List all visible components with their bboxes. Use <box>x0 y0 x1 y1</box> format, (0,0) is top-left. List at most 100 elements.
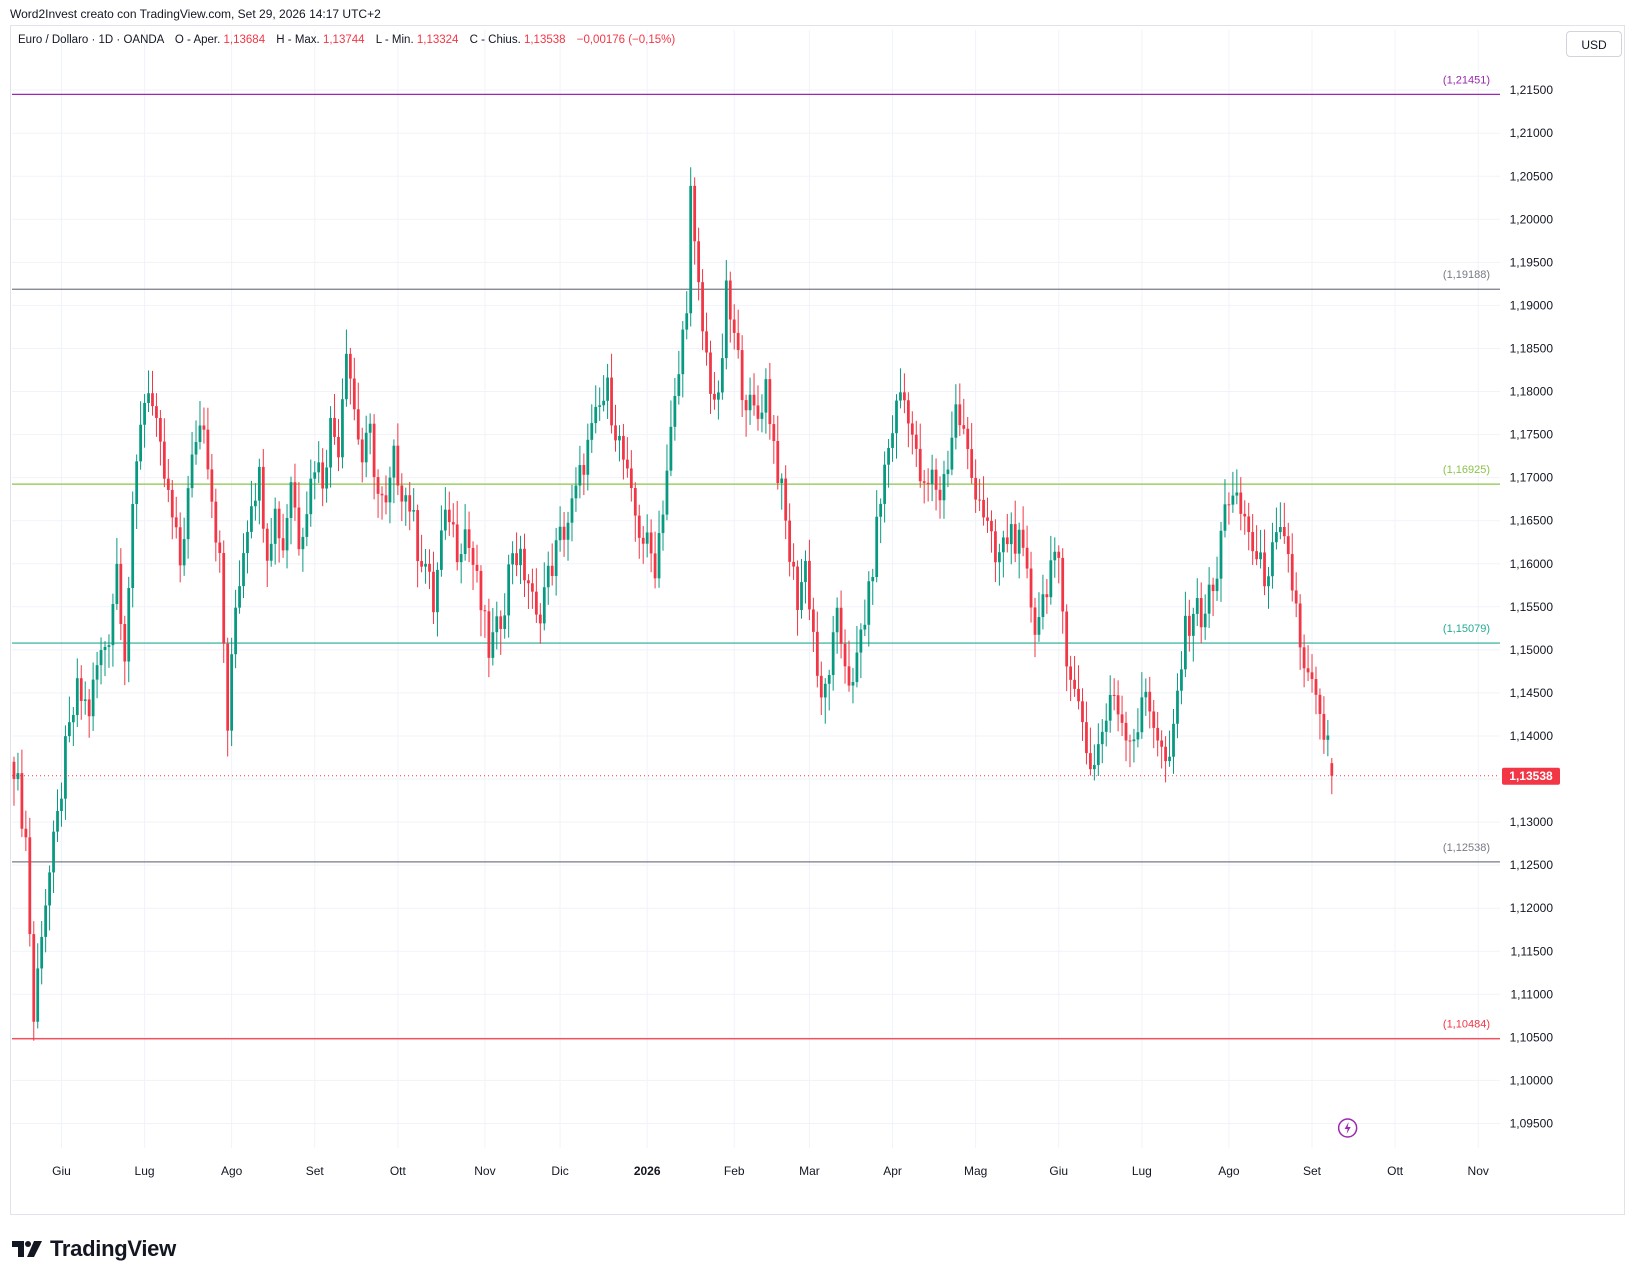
candle-body <box>978 499 981 501</box>
candle-body <box>534 591 538 615</box>
candle-body <box>408 495 412 512</box>
candle-body <box>269 543 273 561</box>
candle-body <box>60 798 63 812</box>
candle-body <box>1298 603 1302 648</box>
candle-body <box>1302 647 1306 669</box>
candle-body <box>657 533 661 579</box>
candle-body <box>847 666 851 686</box>
candle-body <box>709 352 712 394</box>
candle-body <box>285 518 289 551</box>
candle-body <box>772 424 776 442</box>
brand-name: TradingView <box>50 1236 176 1261</box>
lightning-circle-icon[interactable] <box>1337 1118 1358 1138</box>
candle-body <box>416 510 420 562</box>
candle-body <box>744 400 748 411</box>
grid-lines <box>12 30 1500 1148</box>
candle-body <box>538 614 542 624</box>
candle-body <box>447 509 451 523</box>
candle-body <box>238 586 241 608</box>
candle-body <box>178 527 182 566</box>
symbol-legend: Euro / Dollaro · 1D · OANDA O - Aper. 1,… <box>18 34 675 46</box>
candle-body <box>1025 547 1029 569</box>
time-tick-label: Lug <box>135 1164 155 1178</box>
candle-body <box>677 374 681 396</box>
candle-body <box>151 393 154 407</box>
candle-body <box>325 467 329 489</box>
candle-body <box>554 540 558 577</box>
time-tick-label: Giu <box>52 1164 71 1178</box>
candle-body <box>1057 551 1061 558</box>
candle-body <box>527 580 530 584</box>
candle-body <box>182 539 186 566</box>
candle-body <box>1096 744 1100 766</box>
candle-body <box>728 280 732 320</box>
candle-body <box>637 515 641 538</box>
candle-body <box>174 517 178 528</box>
candle-body <box>1187 615 1191 636</box>
candle-body <box>519 548 522 566</box>
candle-body <box>756 405 760 419</box>
candle-body <box>412 510 416 512</box>
candle-body <box>811 609 815 632</box>
candle-body <box>218 542 222 554</box>
open-label: O - Aper. <box>174 34 221 46</box>
candle-body <box>930 469 934 485</box>
candle-body <box>131 503 135 589</box>
candle-body <box>918 448 922 482</box>
candle-body <box>1073 679 1076 689</box>
candle-body <box>368 423 372 433</box>
candle-body <box>250 506 253 532</box>
candle-body <box>230 654 234 731</box>
candle-body <box>851 682 855 686</box>
candle-body <box>388 477 392 503</box>
candle-body <box>345 353 348 400</box>
candle-body <box>649 532 653 554</box>
candle-body <box>542 587 546 624</box>
candle-body <box>436 569 439 613</box>
candle-body <box>1160 740 1164 747</box>
candle-body <box>420 561 423 567</box>
horizontal-level-label: (1,12538) <box>1443 842 1490 854</box>
candle-body <box>1104 720 1108 732</box>
price-tick-label: 1,14500 <box>1510 686 1554 700</box>
candle-body <box>1148 691 1152 712</box>
candle-body <box>934 469 938 490</box>
candle-body <box>511 553 515 565</box>
candle-body <box>827 675 831 684</box>
candle-body <box>1306 668 1310 673</box>
time-tick-label: Set <box>1303 1164 1322 1178</box>
currency-button[interactable]: USD <box>1566 31 1622 57</box>
time-tick-label: Ott <box>390 1164 407 1178</box>
candle-body <box>1282 527 1286 537</box>
candle-body <box>451 522 455 525</box>
candle-body <box>780 478 784 484</box>
candle-body <box>202 425 206 430</box>
tradingview-brand[interactable]: TradingView <box>12 1236 176 1262</box>
candle-body <box>404 495 408 502</box>
candle-body <box>748 394 752 411</box>
candle-body <box>1112 695 1116 697</box>
candle-body <box>899 392 902 401</box>
candle-body <box>523 548 526 581</box>
candle-body <box>1275 532 1278 543</box>
candle-body <box>831 632 835 676</box>
candle-body <box>740 350 744 401</box>
candle-body <box>495 616 499 633</box>
candle-body <box>823 683 827 698</box>
candle-body <box>819 675 823 698</box>
candle-body <box>1286 536 1290 555</box>
candle-body <box>701 282 704 332</box>
candle-body <box>487 611 491 658</box>
candle-body <box>87 699 91 717</box>
candle-body <box>222 553 226 644</box>
candle-body <box>606 377 609 401</box>
candle-body <box>1144 691 1148 698</box>
candle-body <box>1021 529 1025 548</box>
candle-body <box>1322 713 1326 740</box>
candle-body <box>1211 584 1215 592</box>
candle-body <box>629 468 633 489</box>
candle-body <box>1247 516 1251 533</box>
candle-body <box>159 417 162 442</box>
time-tick-label: Ago <box>1218 1164 1240 1178</box>
